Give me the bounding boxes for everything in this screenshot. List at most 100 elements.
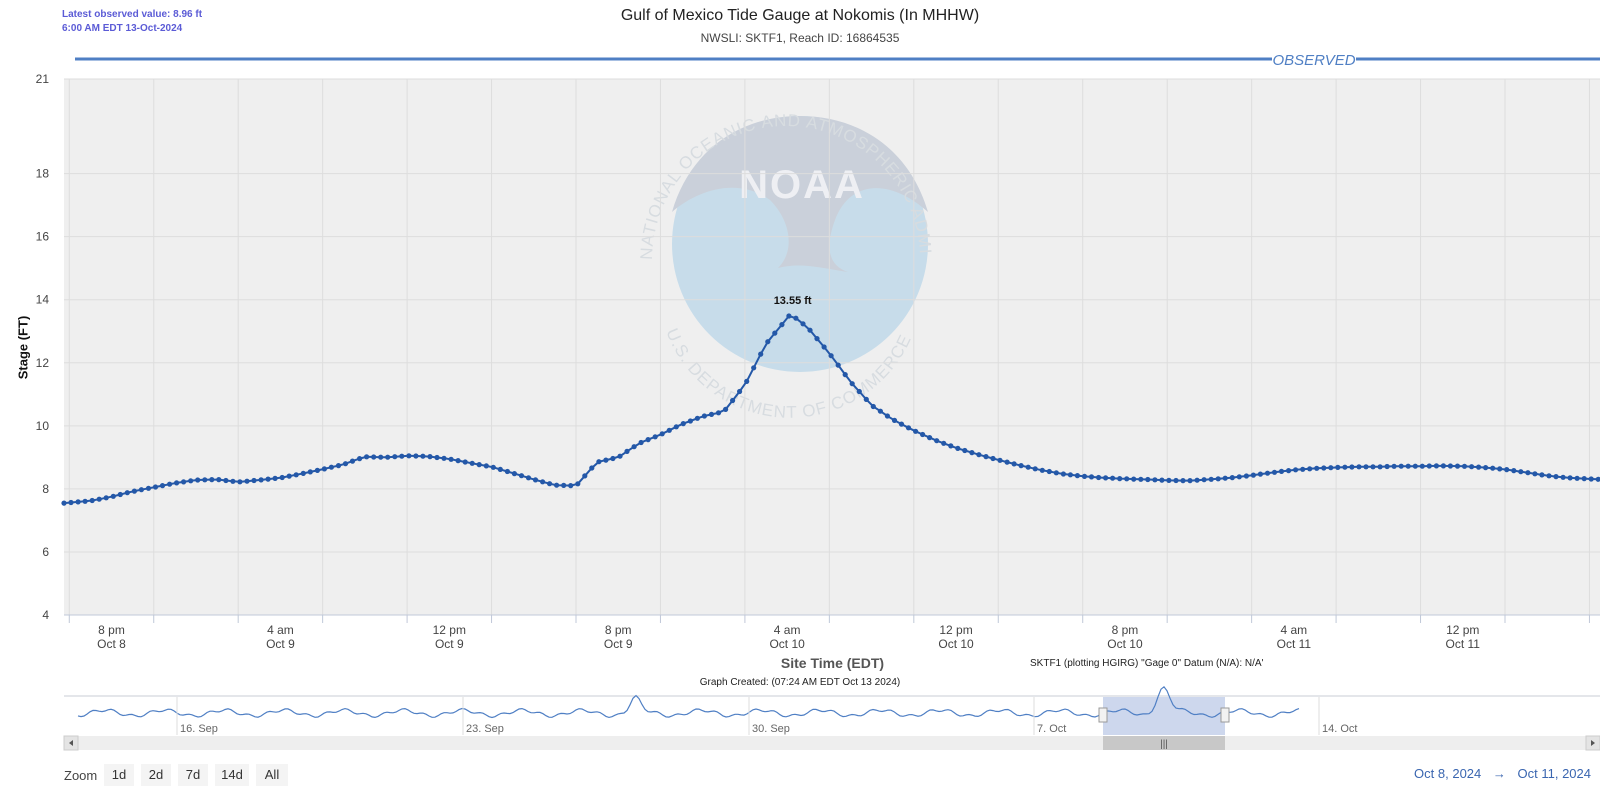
- datum-note: SKTF1 (plotting HGIRG) "Gage 0" Datum (N…: [1030, 658, 1264, 669]
- data-point: [167, 481, 173, 487]
- data-point: [666, 427, 672, 433]
- data-point: [392, 454, 398, 460]
- data-point: [349, 458, 356, 464]
- data-point: [800, 321, 806, 327]
- navigator-labels: 16. Sep 23. Sep 30. Sep 7. Oct 14. Oct: [176, 697, 1357, 735]
- data-point: [1222, 475, 1228, 481]
- range-to[interactable]: Oct 11, 2024: [1517, 766, 1591, 781]
- data-point: [1096, 474, 1102, 481]
- data-point: [1117, 476, 1123, 482]
- data-point: [1159, 477, 1165, 483]
- data-point: [216, 477, 222, 483]
- scrollbar-thumb[interactable]: [1103, 736, 1225, 750]
- data-point: [1511, 468, 1517, 474]
- noaa-logo-top: [672, 116, 928, 272]
- scrollbar-left-arrow-icon: [69, 740, 73, 746]
- y-tick-label: 21: [36, 72, 50, 86]
- data-point: [1067, 472, 1073, 478]
- data-point: [68, 499, 74, 506]
- data-point: [905, 425, 912, 431]
- latest-observed: Latest observed value: 8.96 ft 6:00 AM E…: [62, 8, 202, 36]
- data-point: [1595, 476, 1600, 482]
- data-point: [413, 453, 419, 459]
- data-point: [385, 454, 391, 460]
- zoom-2d-button[interactable]: 2d: [141, 764, 171, 786]
- data-point: [1370, 464, 1376, 470]
- data-point: [1356, 464, 1362, 470]
- data-point: [1264, 470, 1271, 476]
- latest-time-text: 6:00 AM EDT 13-Oct-2024: [62, 23, 183, 34]
- data-point: [448, 456, 454, 462]
- data-point: [1032, 466, 1038, 472]
- data-point: [807, 327, 813, 333]
- data-point: [863, 396, 869, 402]
- data-point: [1405, 463, 1411, 469]
- data-point: [898, 421, 905, 427]
- data-point: [82, 498, 88, 504]
- zoom-1d-button[interactable]: 1d: [104, 764, 134, 786]
- data-point: [701, 413, 708, 419]
- zoom-7d-button[interactable]: 7d: [178, 764, 208, 786]
- data-point: [1166, 477, 1172, 483]
- data-point: [1461, 463, 1468, 469]
- data-point: [694, 415, 701, 421]
- scrollbar-grip-icon: |||: [1160, 739, 1168, 750]
- data-point: [1342, 464, 1348, 470]
- data-point: [793, 315, 799, 321]
- data-point: [483, 463, 489, 469]
- data-point: [342, 461, 349, 467]
- navigator-handle-left[interactable]: [1098, 707, 1108, 723]
- data-point: [835, 362, 841, 368]
- zoom-14d-button[interactable]: 14d: [215, 764, 249, 786]
- data-point: [1398, 463, 1404, 469]
- range-from[interactable]: Oct 8, 2024: [1414, 766, 1482, 781]
- data-point: [525, 475, 532, 481]
- grid-lines: [64, 78, 1600, 615]
- y-tick-label: 6: [42, 545, 49, 559]
- data-point: [1293, 467, 1299, 473]
- date-range: Oct 8, 2024 → Oct 11, 2024: [1410, 766, 1595, 781]
- navigator-label: 7. Oct: [1037, 723, 1066, 735]
- data-point: [997, 457, 1003, 463]
- y-axis-ticks: 4 6 8 10 12 14 16 18 21: [36, 72, 50, 622]
- scrollbar-track[interactable]: [64, 736, 1600, 750]
- data-point: [1243, 473, 1249, 479]
- zoom-all-button[interactable]: All: [256, 764, 288, 786]
- navigator-label: 30. Sep: [752, 723, 790, 735]
- data-point: [1335, 464, 1341, 470]
- data-point: [455, 458, 461, 464]
- data-point: [328, 464, 334, 470]
- data-point: [1588, 476, 1594, 482]
- data-point: [378, 454, 384, 460]
- data-point: [1525, 470, 1531, 476]
- data-point: [434, 454, 440, 461]
- x-tick-label: Oct 9: [604, 637, 633, 651]
- data-point: [547, 481, 553, 487]
- data-point: [1011, 461, 1017, 467]
- data-point: [624, 448, 630, 454]
- data-point: [1286, 468, 1292, 474]
- data-point: [195, 477, 201, 483]
- data-point: [293, 472, 299, 478]
- navigator-handle-right[interactable]: [1220, 707, 1230, 723]
- y-tick-label: 16: [36, 230, 50, 244]
- data-point: [870, 403, 876, 410]
- x-tick-label: Oct 8: [97, 637, 126, 651]
- data-point: [1250, 472, 1256, 478]
- data-point: [131, 488, 137, 494]
- data-point: [1567, 475, 1573, 481]
- data-point: [1307, 466, 1313, 472]
- data-point: [1145, 476, 1151, 483]
- data-point: [1081, 473, 1088, 479]
- data-point: [1208, 476, 1214, 482]
- data-point: [314, 467, 320, 473]
- data-point: [1426, 463, 1432, 469]
- data-point: [1490, 465, 1496, 471]
- latest-value-text: Latest observed value: 8.96 ft: [62, 9, 203, 20]
- x-tick-label: 8 pm: [98, 623, 125, 637]
- data-point: [828, 353, 834, 359]
- observed-band-label-bg: [1272, 50, 1356, 68]
- data-point: [1271, 469, 1278, 475]
- graph-created-note: Graph Created: (07:24 AM EDT Oct 13 2024…: [699, 677, 901, 688]
